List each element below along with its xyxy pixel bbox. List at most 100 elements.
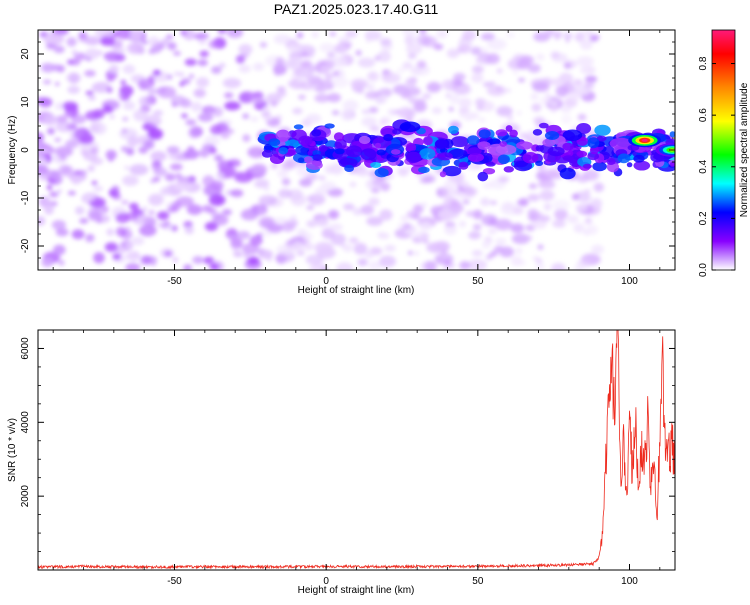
spectrogram-noise-blob — [54, 82, 60, 86]
spectrogram-signal-blob — [380, 125, 398, 138]
spectrogram-noise-blob — [238, 64, 251, 74]
spectrogram-signal-blob — [405, 151, 422, 164]
spectrogram-signal-blob — [298, 135, 313, 146]
spectrogram-noise-blob — [419, 30, 427, 34]
spectrogram-noise-blob — [227, 159, 241, 168]
spectrogram-noise-blob — [164, 251, 172, 257]
spectrogram-signal-blob — [626, 162, 633, 168]
snr-x-tick-label: 0 — [323, 576, 329, 587]
spectrogram-noise-blob — [204, 135, 220, 147]
spectrogram-noise-blob — [539, 215, 551, 222]
spectrogram-noise-blob — [50, 170, 61, 180]
spectrogram-x-axis-label: Height of straight line (km) — [298, 285, 415, 296]
spectrogram-noise-blob — [238, 44, 253, 55]
spectrogram-noise-layer — [38, 30, 605, 270]
spectrogram-noise-blob — [307, 193, 326, 206]
spectrogram-noise-blob — [66, 37, 77, 47]
spectrogram-noise-blob — [355, 50, 362, 56]
spectrogram-noise-blob — [585, 217, 592, 222]
spectrogram-noise-blob — [397, 223, 404, 228]
spectrogram-noise-blob — [297, 76, 304, 83]
spectrogram-signal-blob — [376, 149, 386, 156]
spectrogram-noise-blob — [357, 57, 376, 68]
spectrogram-noise-blob — [153, 110, 164, 116]
spectrogram-noise-blob — [373, 91, 382, 98]
spectrogram-signal-blob — [503, 166, 514, 173]
spectrogram-noise-blob — [377, 231, 386, 237]
snr-y-axis-label: SNR (10 * v/v) — [7, 418, 18, 482]
spectrogram-noise-blob — [342, 244, 353, 253]
spectrogram-signal-blob — [617, 153, 631, 164]
spectrogram-noise-blob — [488, 228, 497, 235]
spectrogram-noise-blob — [510, 223, 525, 234]
spectrogram-noise-blob — [511, 233, 531, 244]
spectrogram-noise-blob — [175, 154, 186, 161]
spectrogram-noise-blob — [563, 32, 573, 40]
spectrogram-noise-blob — [563, 62, 572, 69]
spectrogram-noise-blob — [516, 59, 531, 70]
spectrogram-signal-blob — [669, 131, 675, 138]
spectrogram-noise-blob — [544, 30, 555, 37]
spectrogram-x-tick-label: 0 — [323, 276, 329, 287]
spectrogram-signal-blob — [435, 138, 448, 150]
spectrogram-noise-blob — [334, 43, 348, 54]
spectrogram-noise-blob — [551, 263, 566, 270]
spectrogram-noise-blob — [91, 82, 111, 93]
spectrogram-signal-blob — [509, 129, 518, 138]
spectrogram-noise-blob — [329, 223, 343, 232]
spectrogram-noise-blob — [420, 32, 427, 39]
spectrogram-noise-blob — [56, 189, 62, 194]
spectrogram-noise-blob — [122, 175, 139, 187]
spectrogram-noise-blob — [486, 85, 506, 96]
snr-series-line — [38, 330, 675, 570]
spectrogram-noise-blob — [124, 165, 130, 170]
spectrogram-noise-blob — [106, 228, 115, 236]
spectrogram-noise-blob — [257, 248, 266, 255]
spectrogram-noise-blob — [84, 36, 101, 46]
spectrogram-noise-blob — [487, 253, 494, 259]
spectrogram-noise-blob — [299, 178, 313, 187]
spectrogram-noise-blob — [400, 92, 412, 99]
spectrogram-noise-blob — [528, 183, 538, 189]
spectrogram-noise-blob — [535, 53, 545, 61]
spectrogram-noise-blob — [178, 72, 185, 77]
spectrogram-noise-blob — [364, 250, 375, 259]
spectrogram-noise-blob — [410, 66, 422, 76]
spectrogram-noise-blob — [222, 77, 242, 89]
spectrogram-noise-blob — [416, 60, 427, 69]
spectrogram-signal-blob — [522, 152, 539, 164]
snr-y-tick-label: 6000 — [20, 337, 31, 360]
spectrogram-noise-blob — [212, 214, 229, 226]
spectrogram-noise-blob — [104, 242, 119, 253]
spectrogram-x-tick-label: -50 — [167, 276, 182, 287]
spectrogram-x-ticks: -50 0 50 100 — [52, 30, 661, 287]
spectrogram-noise-blob — [265, 93, 282, 105]
spectrogram-noise-blob — [311, 31, 319, 38]
spectrogram-noise-blob — [281, 161, 295, 171]
spectrogram-noise-blob — [585, 75, 598, 83]
spectrogram-noise-blob — [118, 93, 124, 98]
spectrogram-noise-blob — [377, 176, 386, 182]
spectrogram-noise-blob — [42, 62, 55, 73]
spectrogram-signal-blob — [582, 163, 592, 169]
spectrogram-noise-blob — [193, 88, 206, 98]
spectrogram-noise-blob — [585, 225, 598, 235]
spectrogram-noise-blob — [61, 101, 79, 111]
spectrogram-noise-blob — [402, 30, 418, 38]
spectrogram-noise-blob — [420, 202, 428, 208]
spectrogram-noise-blob — [125, 226, 131, 231]
spectrogram-noise-blob — [58, 164, 71, 175]
spectrogram-noise-blob — [143, 139, 155, 150]
spectrogram-signal-blob — [467, 147, 482, 155]
spectrogram-noise-blob — [573, 265, 584, 270]
spectrogram-noise-blob — [369, 125, 381, 132]
spectrogram-noise-blob — [93, 252, 105, 264]
spectrogram-noise-blob — [127, 136, 138, 148]
spectrogram-noise-blob — [565, 38, 570, 43]
spectrogram-noise-blob — [126, 251, 141, 262]
spectrogram-noise-blob — [496, 106, 513, 117]
spectrogram-noise-blob — [157, 222, 166, 228]
spectrogram-y-ticks: -20 -10 0 10 20 — [20, 29, 675, 271]
spectrogram-noise-blob — [226, 30, 244, 39]
spectrogram-noise-blob — [197, 59, 208, 67]
